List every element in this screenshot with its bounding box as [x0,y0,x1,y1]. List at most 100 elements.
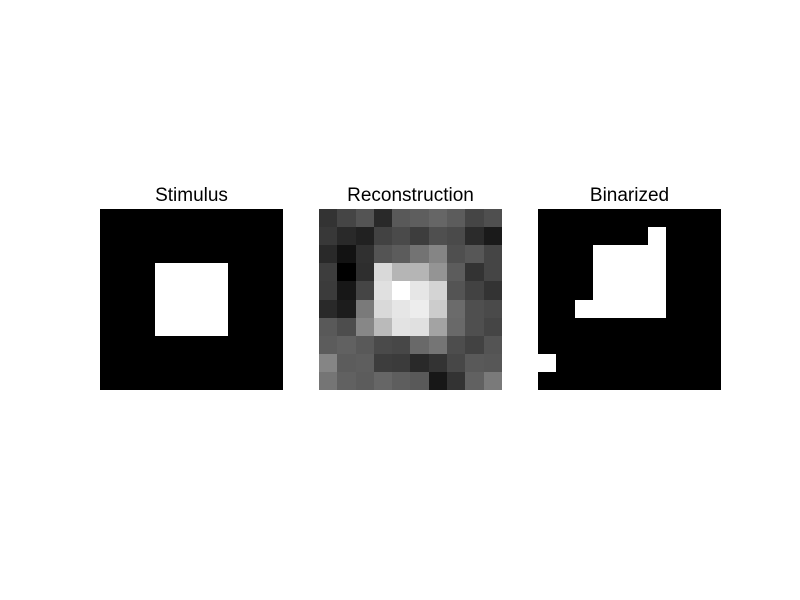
heatmap-cell [209,281,229,300]
heatmap-cell [228,281,247,300]
heatmap-cell [136,209,155,228]
heatmap-cell [355,317,374,336]
heatmap-cell [173,299,192,318]
binarized-panel: Binarized [538,183,721,390]
heatmap-cell [246,209,265,228]
heatmap-cell [629,353,648,372]
heatmap-cell [611,353,630,372]
heatmap-cell [611,335,630,354]
heatmap-cell [319,335,338,354]
heatmap-cell [611,227,630,246]
heatmap-cell [118,317,137,336]
heatmap-cell [702,317,721,336]
heatmap-cell [118,335,137,354]
heatmap-cell [209,227,229,246]
heatmap-cell [392,263,411,282]
heatmap-cell [100,227,119,246]
heatmap-cell [173,353,192,372]
heatmap-cell [355,371,374,390]
heatmap-cell [118,209,137,228]
heatmap-cell [136,245,155,264]
heatmap-cell [228,371,247,390]
heatmap-cell [556,299,575,318]
heatmap-cell [392,281,411,300]
heatmap-cell [355,209,374,228]
heatmap-cell [228,263,247,282]
heatmap-cell [355,281,374,300]
heatmap-cell [611,299,630,318]
heatmap-cell [647,245,667,264]
heatmap-cell [136,353,155,372]
heatmap-cell [228,317,247,336]
heatmap-cell [136,263,155,282]
heatmap-cell [191,281,210,300]
heatmap-cell [118,281,137,300]
heatmap-cell [154,371,174,390]
heatmap-cell [373,371,393,390]
heatmap-cell [666,299,685,318]
heatmap-cell [447,281,466,300]
heatmap-cell [246,353,265,372]
heatmap-cell [666,335,685,354]
heatmap-cell [246,299,265,318]
heatmap-cell [154,227,174,246]
heatmap-cell [574,227,593,246]
heatmap-cell [465,245,484,264]
heatmap-cell [319,263,338,282]
heatmap-cell [647,263,667,282]
heatmap-cell [647,299,667,318]
heatmap-cell [702,227,721,246]
heatmap-cell [373,209,393,228]
heatmap-cell [684,209,703,228]
heatmap-cell [465,335,484,354]
heatmap-cell [191,335,210,354]
reconstruction-title: Reconstruction [347,185,474,206]
heatmap-cell [100,299,119,318]
heatmap-cell [410,245,429,264]
heatmap-cell [264,281,283,300]
heatmap-cell [373,281,393,300]
heatmap-cell [319,227,338,246]
heatmap-cell [592,281,612,300]
heatmap-cell [447,245,466,264]
reconstruction-panel: Reconstruction [319,183,502,390]
heatmap-cell [611,245,630,264]
heatmap-cell [428,317,448,336]
heatmap-cell [592,209,612,228]
heatmap-cell [392,299,411,318]
heatmap-cell [154,335,174,354]
heatmap-cell [556,353,575,372]
heatmap-cell [337,335,356,354]
heatmap-cell [228,335,247,354]
heatmap-cell [209,353,229,372]
heatmap-cell [154,317,174,336]
heatmap-cell [666,353,685,372]
heatmap-cell [337,227,356,246]
heatmap-cell [684,227,703,246]
heatmap-cell [428,353,448,372]
heatmap-cell [666,263,685,282]
heatmap-cell [684,245,703,264]
heatmap-cell [154,353,174,372]
heatmap-cell [592,227,612,246]
heatmap-cell [629,317,648,336]
binarized-heatmap [538,209,721,390]
heatmap-cell [483,263,502,282]
heatmap-cell [629,209,648,228]
heatmap-cell [483,371,502,390]
heatmap-cell [392,209,411,228]
heatmap-cell [647,281,667,300]
heatmap-cell [100,281,119,300]
heatmap-cell [264,227,283,246]
heatmap-cell [228,245,247,264]
heatmap-cell [154,281,174,300]
heatmap-cell [592,299,612,318]
heatmap-cell [228,209,247,228]
heatmap-cell [355,263,374,282]
heatmap-cell [666,227,685,246]
reconstruction-heatmap [319,209,502,390]
heatmap-cell [191,299,210,318]
heatmap-cell [684,335,703,354]
heatmap-cell [173,371,192,390]
heatmap-cell [666,245,685,264]
